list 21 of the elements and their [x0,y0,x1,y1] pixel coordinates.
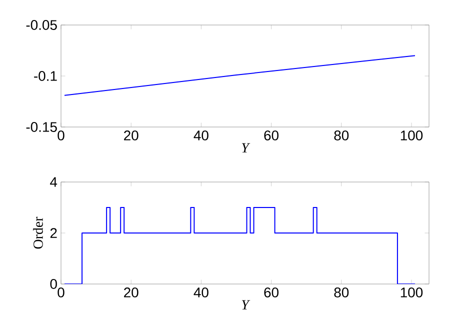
y-tick-label: -0.15 [26,122,57,132]
y-tick-label: 0 [50,279,57,289]
x-tick-label: 20 [124,130,138,140]
y-axis-title: Order [33,216,43,249]
x-tick-label: 80 [334,288,349,298]
x-axis-title: Y [242,300,250,310]
x-tick-label: 0 [58,130,64,140]
x-tick-label: 0 [58,288,64,298]
y-tick-label: -0.05 [26,20,57,30]
y-tick-label: -0.1 [34,71,57,81]
x-tick-label: 100 [400,288,423,298]
y-tick-label: 2 [50,228,57,238]
x-tick-label: 60 [264,130,279,140]
x-tick-label: 40 [194,130,208,140]
y-tick-label: 4 [50,177,58,187]
x-axis-title: Y [242,143,250,152]
x-tick-label: 20 [124,288,138,298]
x-tick-label: 80 [334,130,349,140]
x-tick-label: 100 [400,130,423,140]
x-tick-label: 60 [264,288,279,298]
x-tick-label: 40 [194,288,208,298]
